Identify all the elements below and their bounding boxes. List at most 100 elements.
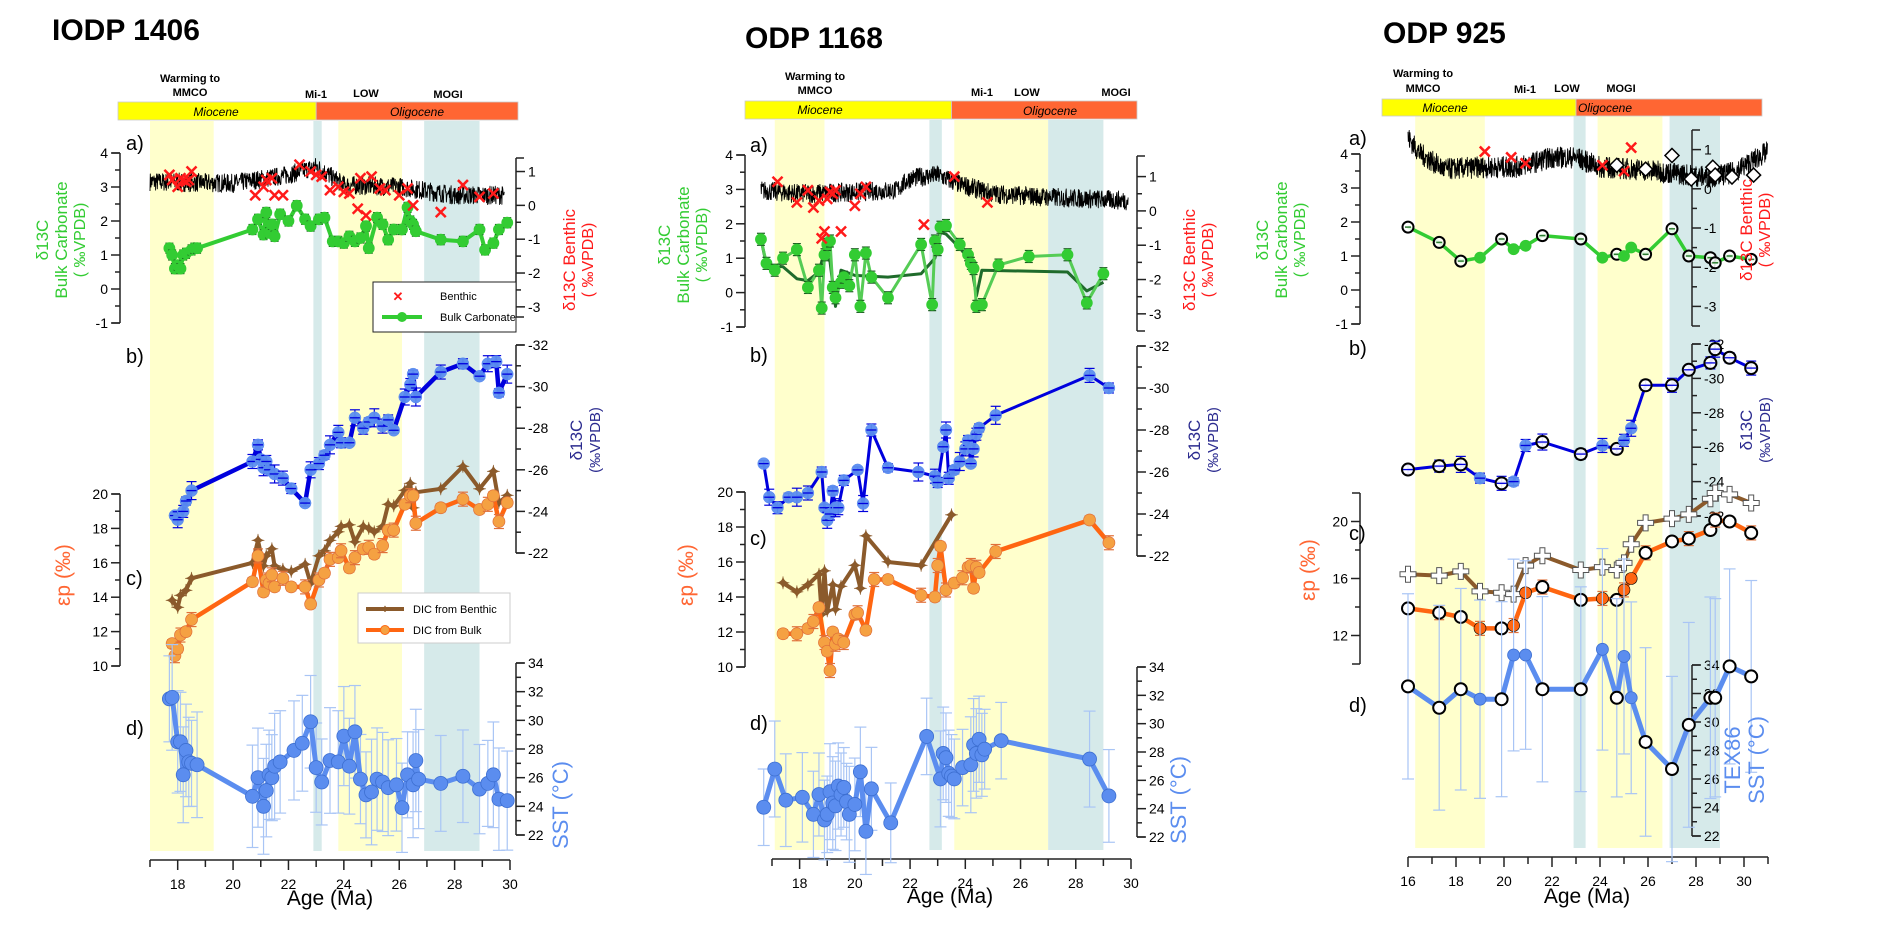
benthic-axis-title: δ13C Benthic ( ‰VPDB) (1180, 208, 1217, 311)
sst-point (1473, 692, 1487, 706)
dic-bulk-point (434, 501, 448, 515)
epsilon-p-axis-tick-label: 20 (1332, 514, 1348, 530)
event-label-mmco-line2: MMCO (798, 85, 833, 97)
x-axis-tick-label: 30 (1123, 875, 1139, 891)
sst-point (272, 754, 288, 770)
x-axis-tick-label: 26 (1640, 873, 1656, 889)
dic-bulk-point (851, 606, 864, 620)
plot-area: 18 20 22 24 26 28 30-101234-3-2-101-32-30-28-2… (92, 145, 548, 892)
benthic-axis-tick-label: -3 (1149, 306, 1162, 322)
sst-point (1596, 642, 1609, 656)
dic-bulk-point (487, 489, 500, 503)
bulk-carbonate-point (382, 233, 395, 246)
bulk-carbonate-point (1625, 241, 1638, 254)
site-title: IODP 1406 (52, 14, 200, 47)
dic-bulk-point (265, 568, 279, 582)
bulk-carbonate-axis-tick-label: 4 (100, 145, 108, 161)
epsilon-p-axis-tick-label: 14 (717, 589, 733, 605)
band-mi-1 (313, 121, 322, 851)
sst-axis-tick-label: 30 (1704, 714, 1720, 730)
bulk-carbonate-axis-tick-label: -1 (721, 319, 734, 335)
organic-d13c-axis: -32 -30 -28 -26 -24 -22 (1136, 338, 1169, 564)
sst-axis-tick-label: 22 (528, 827, 544, 843)
panel-label-c: c) (1349, 523, 1366, 545)
plot-area: 1618202224262830-101234-3-2-101-32-30-28… (1332, 129, 1769, 889)
benthic-x-marker (182, 174, 195, 186)
tex86-sst-axis-title: TEX86 SST (°C) (1720, 716, 1769, 804)
benthic-x-marker (802, 184, 814, 197)
bulk-axis-title-line1: δ13C (1253, 220, 1272, 261)
sst-point (852, 764, 868, 780)
subplot-b: -32-30-28-26-24-22 (1401, 336, 1759, 524)
event-label-mi1: Mi-1 (305, 89, 327, 101)
legend-benthic-marker-icon: ✕ (393, 289, 404, 304)
bulk-carbonate-point (260, 206, 273, 219)
dic-bulk-point (500, 496, 514, 509)
event-label-mogi: MOGI (1101, 87, 1130, 99)
panel-label-c: c) (126, 568, 143, 590)
dic-bulk-point (939, 583, 953, 597)
dic-bulk-point (1102, 536, 1116, 550)
sst-point (189, 757, 205, 773)
epoch-label-oligocene: Oligocene (1578, 101, 1632, 115)
dic-benthic-star-marker: ✦ (165, 592, 179, 611)
bulk-carbonate-point (1519, 239, 1532, 252)
dic-benthic-star-marker: ✦ (812, 565, 826, 584)
sst-point (499, 793, 515, 808)
bulk-axis-title-line2: Bulk Carbonate (674, 186, 693, 303)
dic-bulk-point (1665, 534, 1679, 549)
dic-bulk-point (931, 559, 945, 572)
dic-benthic-star-marker: ✦ (944, 506, 958, 525)
event-label-mi1: Mi-1 (1514, 84, 1536, 96)
dic-bulk-point (251, 549, 265, 563)
benthic-x-marker (277, 189, 289, 202)
sst-point (1665, 762, 1679, 777)
benthic-axis-tick-label: 0 (1704, 181, 1712, 197)
subplot-d: 22 24 26 28 30 32 34 (161, 643, 544, 855)
dic-bulk-point (376, 539, 389, 552)
epoch-label-miocene: Miocene (1422, 101, 1468, 115)
benthic-x-marker (265, 172, 278, 185)
x-axis-tick-label: 30 (502, 876, 518, 892)
dic-benthic-cross-marker (1399, 565, 1417, 583)
bulk-carbonate-point (166, 249, 179, 261)
dic-bulk-point (956, 571, 969, 585)
bulk-carbonate-point (755, 233, 767, 246)
benthic-x-marker (1625, 141, 1638, 154)
bulk-carbonate-point (252, 213, 264, 226)
sst-point (1453, 682, 1468, 697)
benthic-x-marker (315, 170, 328, 183)
sst-point (1722, 659, 1737, 674)
epsilon-p-axis-tick-label: 18 (92, 520, 108, 536)
bulk-carbonate-point (246, 223, 259, 236)
benthic-x-marker (304, 165, 317, 178)
ep-axis-title: εp (‰) (1297, 539, 1320, 601)
sst-axis-tick-label: 26 (528, 770, 544, 786)
sst-axis-tick-label: 34 (1149, 659, 1165, 675)
dic-bulk-point (1535, 580, 1550, 595)
benthic-x-marker (185, 165, 198, 178)
sst-point (1744, 669, 1759, 684)
organic-d13c-axis-tick-label: -26 (528, 462, 548, 478)
epoch-label-oligocene: Oligocene (390, 105, 444, 119)
epsilon-p-axis-tick-label: 16 (92, 555, 108, 571)
panel-label-b: b) (1349, 338, 1367, 360)
benthic-x-marker (829, 184, 842, 197)
bulk-carbonate-point (360, 220, 372, 233)
dic-bulk-point (928, 590, 942, 604)
sst-axis-tick-label: 28 (1704, 743, 1720, 759)
bulk-axis-title-line2: Bulk Carbonate (1272, 181, 1291, 298)
epsilon-p-axis-tick-label: 20 (92, 486, 108, 502)
tex86-axis-title-line1: TEX86 (1720, 726, 1745, 793)
x-axis-tick-label: 20 (225, 876, 241, 892)
bulk-carbonate-point (829, 291, 842, 304)
x-axis-tick-label: 20 (1496, 873, 1512, 889)
dic-benthic-star-marker: ✦ (456, 457, 470, 476)
dic-bulk-point (776, 627, 790, 641)
epsilon-p-axis-tick-label: 12 (92, 624, 108, 640)
sst-point (1617, 650, 1631, 663)
organic-d13c-axis-tick-label: -30 (1704, 370, 1724, 386)
site-panel-odp-925: ODP 925 Warming to MMCO Mi-1 LOW MOGI Mi… (1253, 17, 1774, 908)
